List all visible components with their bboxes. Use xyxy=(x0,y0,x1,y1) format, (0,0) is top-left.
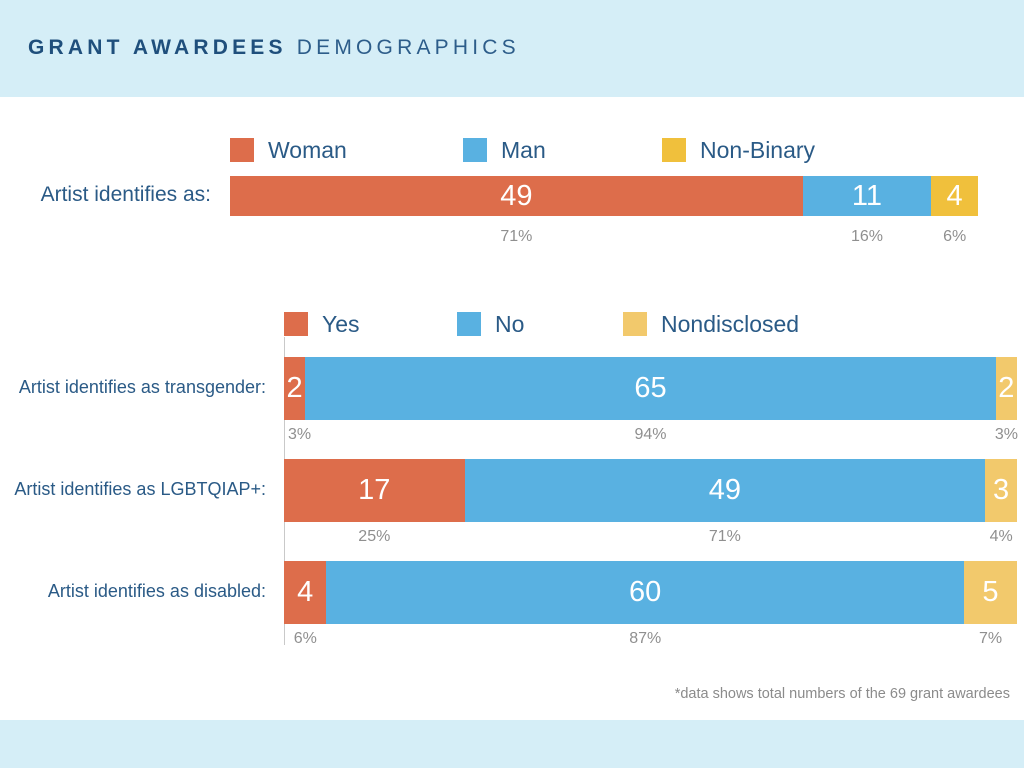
row-label: Artist identifies as transgender: xyxy=(18,377,266,398)
bar-value-label: 49 xyxy=(708,474,741,506)
row-label: Artist identifies as: xyxy=(40,182,211,206)
bar-percent-label: 25% xyxy=(358,528,391,545)
legend-label: Yes xyxy=(322,310,360,337)
legend-item-no: No xyxy=(457,310,525,337)
title-light: DEMOGRAPHICS xyxy=(296,36,520,59)
legend-label: Non-Binary xyxy=(700,136,816,163)
bar-segment: 4 xyxy=(931,176,978,216)
bar-percent-label: 71% xyxy=(500,228,533,245)
bar-percent-label: 3% xyxy=(994,426,1018,443)
bar-segment: 5 xyxy=(963,561,1017,624)
bar-value-label: 11 xyxy=(851,179,883,212)
bar-percent-label: 71% xyxy=(708,528,741,545)
legend-swatch xyxy=(463,138,487,162)
bar-percent-label: 6% xyxy=(293,630,317,647)
bar-percent-label: 87% xyxy=(629,630,662,647)
bar-value-label: 4 xyxy=(297,576,314,608)
bar-value-label: 60 xyxy=(629,576,662,608)
bar-percent-label: 6% xyxy=(943,228,967,245)
title-bold: GRANT AWARDEES xyxy=(28,36,287,59)
bar-percent-label: 7% xyxy=(978,630,1003,647)
bar-segment: 60 xyxy=(326,561,964,624)
bar-segment: 17 xyxy=(284,459,465,522)
row-label: Artist identifies as disabled: xyxy=(47,581,266,602)
legend-item-man: Man xyxy=(463,136,546,163)
bar-value-label: 2 xyxy=(286,372,303,404)
legend-item-yes: Yes xyxy=(284,310,360,337)
row-label: Artist identifies as LGBTQIAP+: xyxy=(14,479,266,500)
bar-percent-label: 3% xyxy=(288,426,312,443)
bar-segment: 11 xyxy=(802,176,932,216)
legend-item-non-binary: Non-Binary xyxy=(662,136,816,163)
legend-item-nondisclosed: Nondisclosed xyxy=(623,310,800,337)
bar-value-label: 5 xyxy=(982,576,999,608)
legend-label: No xyxy=(495,310,525,337)
bar-segment: 49 xyxy=(230,176,803,216)
legend-swatch xyxy=(623,312,647,336)
legend-item-woman: Woman xyxy=(230,136,347,163)
bar-percent-label: 94% xyxy=(634,426,667,443)
bar-value-label: 2 xyxy=(998,372,1015,404)
footnote: *data shows total numbers of the 69 gran… xyxy=(674,686,1010,702)
bar-value-label: 3 xyxy=(992,474,1010,506)
legend-swatch xyxy=(662,138,686,162)
legend-label: Nondisclosed xyxy=(661,310,800,337)
legend-swatch xyxy=(457,312,481,336)
bar-value-label: 65 xyxy=(634,372,667,404)
header-band: GRANT AWARDEES DEMOGRAPHICS xyxy=(0,0,1024,97)
legend-swatch xyxy=(230,138,254,162)
bar-segment: 2 xyxy=(284,357,306,420)
bar-segment: 49 xyxy=(464,459,986,522)
bar-segment: 3 xyxy=(985,459,1017,522)
bar-value-label: 17 xyxy=(358,474,391,506)
legend-label: Man xyxy=(501,136,546,163)
legend-swatch xyxy=(284,312,308,336)
bar-percent-label: 4% xyxy=(989,528,1013,545)
bar-percent-label: 16% xyxy=(850,228,883,245)
bar-segment: 65 xyxy=(305,357,996,420)
bar-segment: 2 xyxy=(995,357,1017,420)
legend-label: Woman xyxy=(268,136,347,163)
bar-segment: 4 xyxy=(284,561,327,624)
bar-value-label: 49 xyxy=(500,179,533,212)
bar-value-label: 4 xyxy=(946,179,963,212)
page-title: GRANT AWARDEES DEMOGRAPHICS xyxy=(28,36,520,60)
